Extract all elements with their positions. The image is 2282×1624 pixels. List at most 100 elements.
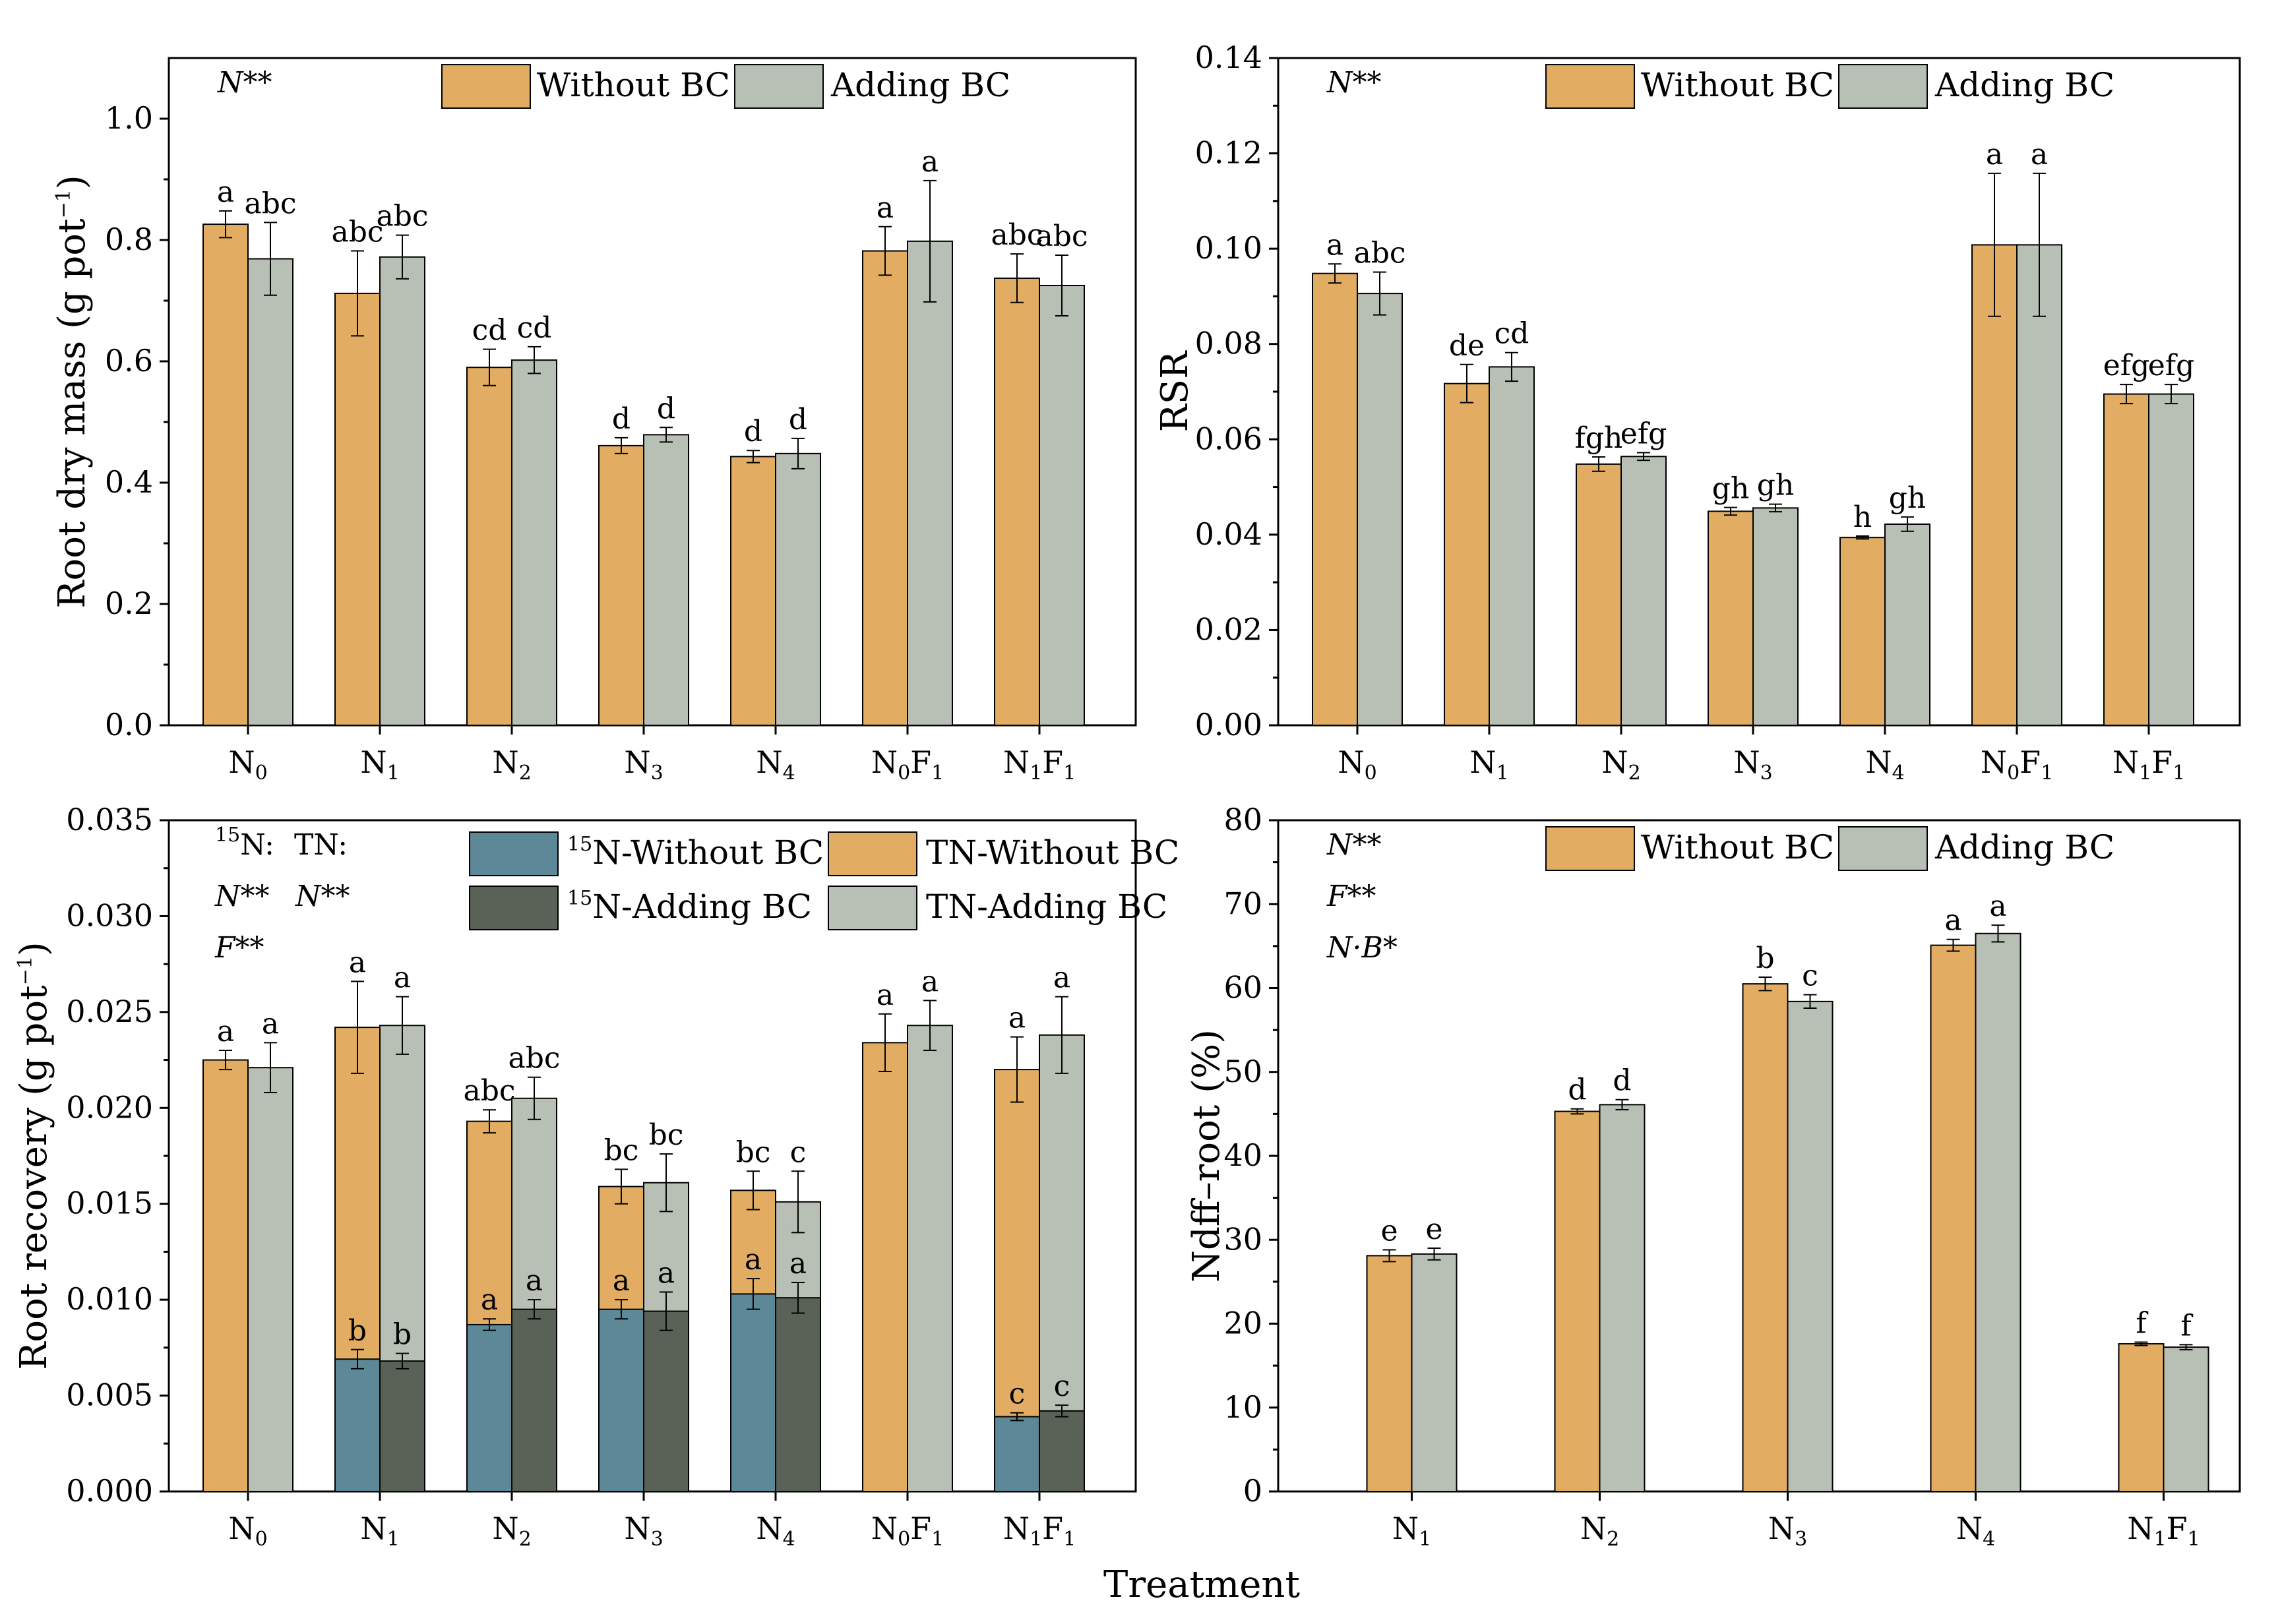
x-tick-label: N1F1 <box>2127 1511 2200 1551</box>
y-tick-label: 0.000 <box>66 1473 153 1509</box>
bar-adding-bc <box>247 258 293 726</box>
x-tick-label: N4 <box>1865 744 1904 785</box>
bar-tn-adding-bc <box>907 1025 953 1492</box>
stats-annotation: F** <box>1326 880 1376 913</box>
significance-letter: bc <box>604 1133 639 1167</box>
panel-a: 0.0 0.2 0.4 0.6 0.8 1.0 Root dry mass (g pot−1… <box>51 57 1137 785</box>
bar-adding-bc <box>2148 393 2194 726</box>
significance-letter: e <box>1425 1213 1442 1246</box>
stats-annotation: N** <box>1326 828 1382 862</box>
significance-letter: fgh <box>1575 421 1623 455</box>
legend-label: Adding BC <box>1934 66 2114 104</box>
stats-tn: N** <box>295 880 350 913</box>
significance-letter: cd <box>517 311 552 345</box>
significance-letter: efg <box>1620 417 1667 451</box>
x-tick-label: N4 <box>756 1511 795 1551</box>
bar-adding-bc <box>1357 293 1403 726</box>
significance-letter: a <box>745 1243 762 1277</box>
significance-letter: d <box>744 415 762 448</box>
x-tick-label: N3 <box>624 1511 663 1551</box>
significance-letter: f <box>2136 1306 2148 1340</box>
significance-letter: f <box>2180 1309 2193 1342</box>
x-tick-label: N1 <box>360 744 399 785</box>
bar-without-bc <box>334 292 381 726</box>
x-tick-label: N1F1 <box>2112 744 2185 785</box>
significance-letter: h <box>1853 500 1872 534</box>
bar-adding-bc <box>379 256 425 726</box>
significance-letter: abc <box>1035 220 1088 253</box>
legend-swatch <box>734 64 824 109</box>
y-tick-label: 0.8 <box>105 222 153 257</box>
significance-letter: d <box>1613 1064 1631 1098</box>
stats-header-15n: 15N: <box>215 824 274 862</box>
bar-15n-adding-bc <box>643 1310 689 1492</box>
bar-without-bc <box>1742 983 1789 1492</box>
bar-adding-bc <box>643 434 689 726</box>
significance-letter: c <box>1054 1369 1070 1403</box>
stats-15n: F** <box>214 931 264 965</box>
significance-letter: a <box>217 1015 234 1048</box>
significance-letter: a <box>789 1247 807 1280</box>
x-tick-label: N2 <box>1601 744 1640 785</box>
x-tick-label: N1 <box>360 1511 399 1551</box>
stats-annotation: N** <box>1326 66 1382 100</box>
legend-swatch <box>469 886 559 930</box>
significance-letter: b <box>1756 942 1774 975</box>
y-tick-label: 0.030 <box>66 897 153 933</box>
significance-letter: abc <box>244 187 296 220</box>
bar-without-bc <box>862 250 908 726</box>
significance-letter: efg <box>2103 349 2150 382</box>
significance-letter: a <box>526 1264 543 1298</box>
bar-15n-without-bc <box>466 1323 512 1493</box>
significance-letter: cd <box>472 314 507 347</box>
y-tick-label: 0.6 <box>105 343 153 378</box>
stats-15n: N** <box>214 880 270 913</box>
stats-annotation: N** <box>217 66 272 100</box>
y-axis-label: Root recovery (g pot−1) <box>13 942 55 1370</box>
stats-header-tn: TN: <box>294 828 348 862</box>
significance-letter: abc <box>331 216 383 249</box>
significance-letter: c <box>790 1135 807 1169</box>
significance-letter: c <box>1009 1377 1026 1411</box>
significance-letter: a <box>1989 889 2006 923</box>
bar-without-bc <box>202 224 249 726</box>
legend-label: TN-Without BC <box>926 833 1179 872</box>
y-tick-label: 0.06 <box>1195 421 1262 456</box>
legend-swatch <box>828 886 917 930</box>
y-tick-label: 0.020 <box>66 1089 153 1125</box>
x-tick-label: N0 <box>228 744 267 785</box>
legend-label: Without BC <box>537 66 730 104</box>
significance-letter: a <box>349 946 366 979</box>
bar-without-bc <box>1444 382 1490 726</box>
y-tick-label: 20 <box>1223 1306 1262 1341</box>
significance-letter: abc <box>376 200 428 233</box>
legend-label: Adding BC <box>1934 828 2114 866</box>
bar-adding-bc <box>775 452 821 727</box>
y-tick-label: 30 <box>1223 1221 1262 1257</box>
significance-letter: cd <box>1495 317 1529 351</box>
significance-letter: d <box>612 402 631 436</box>
bar-15n-without-bc <box>730 1293 776 1492</box>
y-tick-label: 0.12 <box>1195 135 1262 171</box>
significance-letter: a <box>217 175 234 209</box>
bar-tn-adding-bc <box>247 1067 293 1492</box>
y-tick-label: 1.0 <box>105 100 153 136</box>
y-tick-label: 0.00 <box>1195 707 1262 742</box>
significance-letter: a <box>1986 138 2003 171</box>
significance-letter: a <box>877 191 894 225</box>
significance-letter: abc <box>1353 237 1405 270</box>
significance-letter: efg <box>2148 349 2195 382</box>
significance-letter: a <box>262 1007 279 1040</box>
y-tick-label: 0 <box>1243 1473 1262 1509</box>
bar-tn-without-bc <box>862 1042 908 1492</box>
x-tick-label: N2 <box>1580 1511 1619 1551</box>
significance-letter: d <box>1568 1073 1586 1107</box>
bar-without-bc <box>1576 463 1622 726</box>
y-tick-label: 0.14 <box>1195 40 1262 75</box>
bar-adding-bc <box>1787 1000 1834 1492</box>
significance-letter: b <box>348 1314 367 1348</box>
y-tick-label: 60 <box>1223 970 1262 1006</box>
y-axis-label: Ndff–root (%) <box>1185 1029 1228 1282</box>
significance-letter: a <box>481 1283 498 1317</box>
significance-letter: bc <box>736 1135 771 1169</box>
